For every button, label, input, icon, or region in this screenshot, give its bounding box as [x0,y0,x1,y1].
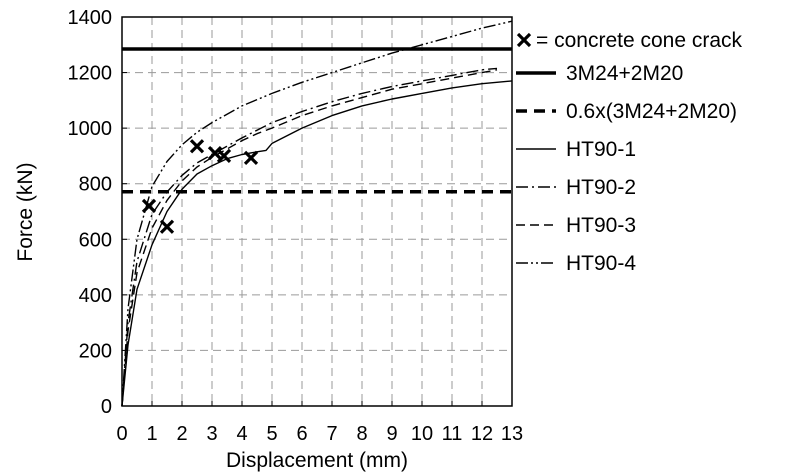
crack-marker [141,198,157,214]
series-line [121,67,498,407]
y-tick-label: 400 [79,285,112,307]
x-tick-label: 2 [176,423,187,445]
y-tick-label: 800 [79,174,112,196]
x-axis-ticks: 0 1 2 3 4 5 6 7 8 9 10 11 12 13 [116,401,523,445]
crack-marker [159,219,175,234]
series-line [121,20,513,407]
crack-marker [243,150,259,166]
legend-marker-icon [516,32,532,48]
x-tick-label: 11 [442,423,463,445]
x-tick-label: 4 [236,423,247,445]
legend-label: HT90-2 [566,176,636,199]
crack-marker [216,148,232,164]
y-tick-label: 200 [79,340,112,362]
crack-markers [141,139,259,234]
x-tick-label: 5 [266,423,277,445]
legend-label: HT90-4 [566,252,636,275]
x-tick-label: 10 [411,423,433,445]
legend-label: = concrete cone crack [536,29,743,52]
x-tick-label: 1 [146,423,157,445]
legend-label: HT90-1 [566,138,636,161]
series-line [121,69,498,407]
y-tick-label: 600 [79,229,112,251]
x-tick-label: 6 [296,423,307,445]
y-tick-label: 1200 [68,63,113,85]
plot-frame [121,16,513,407]
series-line [121,80,513,407]
x-tick-label: 9 [386,423,397,445]
x-tick-label: 13 [501,423,523,445]
y-axis-title: Force (kN) [14,162,37,261]
y-tick-label: 1000 [68,118,113,140]
legend: = concrete cone crack 3M24+2M20 0.6x(3M24+… [516,29,743,275]
x-tick-label: 3 [206,423,217,445]
legend-label: HT90-3 [566,214,636,237]
legend-label: 3M24+2M20 [566,62,683,85]
crack-marker [189,139,205,154]
x-tick-label: 8 [356,423,367,445]
legend-label: 0.6x(3M24+2M20) [566,100,737,123]
reference-lines [122,47,512,194]
x-tick-label: 0 [116,423,127,445]
x-tick-label: 7 [326,423,337,445]
y-axis-ticks: 0 200 400 600 800 1000 1200 1400 [68,7,127,418]
x-tick-label: 12 [471,423,493,445]
data-series [121,20,513,407]
y-tick-label: 0 [101,396,112,418]
y-tick-label: 1400 [68,7,113,29]
x-axis-title: Displacement (mm) [226,449,408,472]
